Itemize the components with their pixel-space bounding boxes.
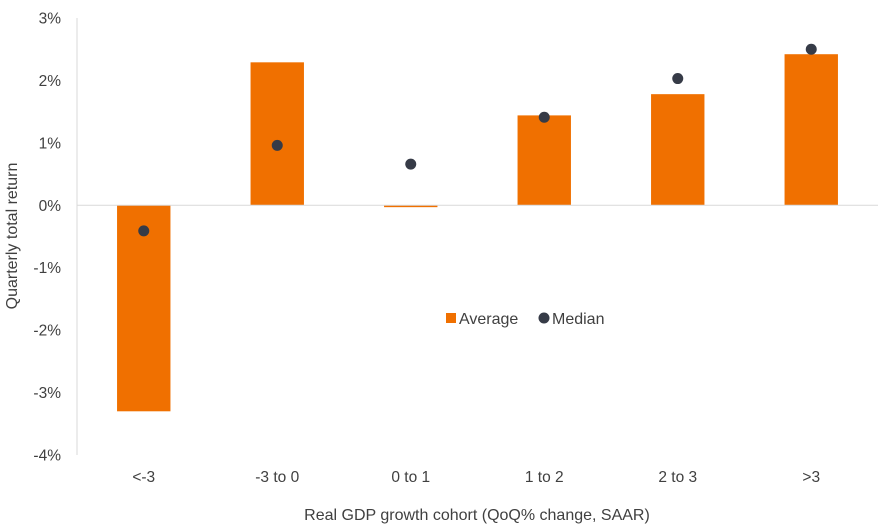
point-median-0 bbox=[138, 225, 150, 237]
y-axis-title: Quarterly total return bbox=[4, 163, 21, 310]
y-tick-label: -3% bbox=[33, 385, 61, 402]
point-median-2 bbox=[405, 158, 417, 170]
x-tick-label: >3 bbox=[802, 469, 820, 486]
bar-average-0 bbox=[117, 205, 171, 412]
point-median-1 bbox=[271, 139, 283, 151]
plot-area bbox=[76, 18, 878, 455]
point-median-3 bbox=[538, 111, 550, 123]
x-tick-label: 0 to 1 bbox=[391, 469, 430, 486]
x-tick-label: -3 to 0 bbox=[255, 469, 299, 486]
bar-average-2 bbox=[384, 205, 438, 208]
y-axis-ticks: 3% 2% 1% 0% -1% -2% -3% -4% bbox=[33, 11, 61, 465]
point-median-4 bbox=[672, 73, 684, 85]
y-tick-label: -4% bbox=[33, 448, 61, 465]
bar-average-5 bbox=[784, 54, 838, 206]
bar-average-1 bbox=[250, 62, 304, 206]
x-tick-label: 2 to 3 bbox=[658, 469, 697, 486]
point-median-5 bbox=[805, 43, 817, 55]
y-tick-label: 0% bbox=[39, 198, 62, 215]
x-axis-title: Real GDP growth cohort (QoQ% change, SAA… bbox=[304, 507, 650, 524]
legend-average-label: Average bbox=[459, 311, 518, 328]
legend-median-marker bbox=[538, 312, 550, 324]
x-tick-label: 1 to 2 bbox=[525, 469, 564, 486]
y-tick-label: 2% bbox=[39, 73, 62, 90]
legend-average-swatch bbox=[446, 313, 456, 323]
y-tick-label: -1% bbox=[33, 260, 61, 277]
legend-median-label: Median bbox=[552, 311, 604, 328]
y-tick-label: 1% bbox=[39, 135, 62, 152]
y-tick-label: 3% bbox=[39, 11, 62, 28]
x-axis-ticks: <-3 -3 to 0 0 to 1 1 to 2 2 to 3 >3 bbox=[132, 469, 820, 486]
x-tick-label: <-3 bbox=[132, 469, 155, 486]
bar-average-4 bbox=[651, 94, 705, 206]
legend: Average Median bbox=[446, 311, 604, 328]
bar-average-3 bbox=[517, 115, 571, 206]
y-tick-label: -2% bbox=[33, 323, 61, 340]
